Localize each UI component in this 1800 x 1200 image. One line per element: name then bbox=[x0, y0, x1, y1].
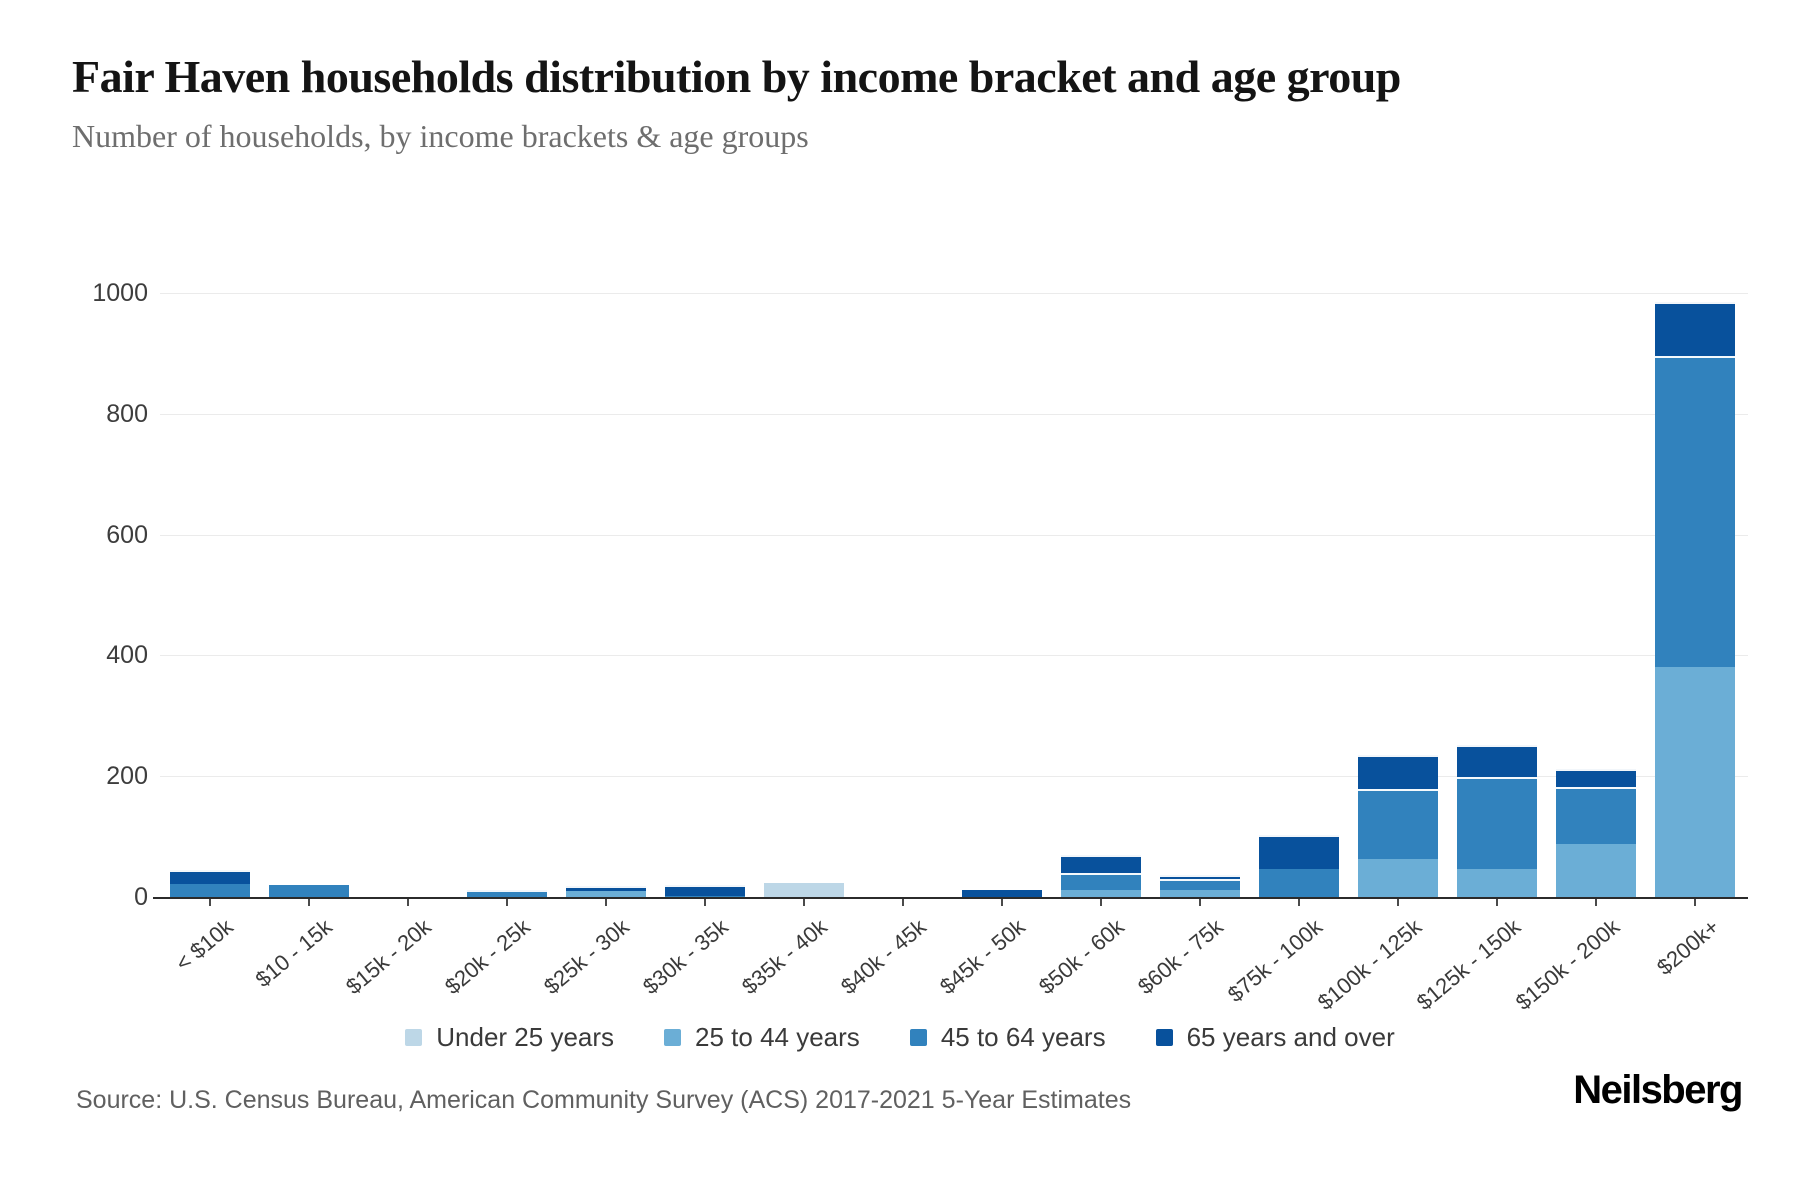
bar-segment-5-65-years-and-over bbox=[565, 886, 646, 891]
bar-segment-10-45-to-64-years bbox=[1061, 872, 1142, 891]
y-tick-label: 600 bbox=[106, 520, 148, 549]
y-tick-label: 800 bbox=[106, 399, 148, 428]
bar-segment-11-25-to-44-years bbox=[1160, 889, 1241, 897]
x-tick-mark bbox=[1100, 899, 1103, 906]
bar-segment-12-65-years-and-over bbox=[1259, 835, 1340, 869]
bar-segment-14-45-to-64-years bbox=[1457, 777, 1538, 870]
x-tick-mark bbox=[802, 899, 805, 906]
bar-segment-13-25-to-44-years bbox=[1358, 858, 1439, 897]
x-tick-label: $75k - 100k bbox=[1223, 914, 1328, 1008]
bar-segment-15-25-to-44-years bbox=[1556, 843, 1637, 897]
bar-segment-11-65-years-and-over bbox=[1160, 875, 1241, 880]
x-tick-label: $35k - 40k bbox=[737, 914, 832, 1000]
x-tick-label: $50k - 60k bbox=[1034, 914, 1130, 1000]
legend-label: 25 to 44 years bbox=[695, 1022, 860, 1052]
gridline-400 bbox=[160, 655, 1748, 657]
bar-segment-13-45-to-64-years bbox=[1358, 788, 1439, 859]
x-tick-label: $60k - 75k bbox=[1133, 914, 1229, 1000]
brand-logo: Neilsberg bbox=[1573, 1068, 1743, 1112]
y-tick-label: 0 bbox=[134, 883, 148, 911]
legend-item-45-to-64-years: 45 to 64 years bbox=[909, 1022, 1106, 1053]
x-tick-label: $25k - 30k bbox=[539, 914, 634, 1000]
x-tick-mark bbox=[1001, 899, 1004, 906]
x-tick-mark bbox=[1397, 899, 1400, 906]
x-tick-label: $15k - 20k bbox=[340, 914, 436, 1000]
gridline-600 bbox=[160, 534, 1748, 536]
bar-segment-10-25-to-44-years bbox=[1061, 890, 1142, 897]
legend-swatch bbox=[664, 1029, 682, 1046]
x-tick-mark bbox=[406, 899, 409, 906]
legend-item-25-to-44-years: 25 to 44 years bbox=[664, 1022, 860, 1053]
y-tick-label: 400 bbox=[106, 641, 148, 670]
x-tick-mark bbox=[604, 899, 607, 906]
x-tick-label: $40k - 45k bbox=[836, 914, 932, 1000]
legend-label: Under 25 years bbox=[436, 1022, 615, 1052]
y-tick-label: 200 bbox=[106, 762, 148, 791]
x-tick-label: $125k - 150k bbox=[1411, 914, 1526, 1015]
gridline-200 bbox=[160, 776, 1748, 778]
bar-segment-4-65-years-and-over bbox=[466, 890, 547, 892]
bar-segment-13-65-years-and-over bbox=[1358, 755, 1439, 789]
x-tick-mark bbox=[1199, 899, 1202, 906]
x-tick-mark bbox=[1694, 899, 1697, 906]
x-tick-mark bbox=[1298, 899, 1301, 906]
x-tick-label: $30k - 35k bbox=[638, 914, 733, 1000]
bar-segment-4-45-to-64-years bbox=[466, 891, 547, 897]
bar-segment-14-25-to-44-years bbox=[1457, 869, 1538, 897]
x-tick-label: $45k - 50k bbox=[935, 914, 1031, 1000]
legend-item-under-25-years: Under 25 years bbox=[405, 1022, 614, 1053]
bar-segment-5-25-to-44-years bbox=[565, 890, 646, 897]
bar-segment-12-45-to-64-years bbox=[1259, 868, 1340, 897]
gridline-1000 bbox=[160, 293, 1748, 294]
bar-segment-16-25-to-44-years bbox=[1655, 667, 1736, 897]
y-tick-label: 1000 bbox=[92, 279, 148, 307]
x-tick-mark bbox=[703, 899, 706, 906]
x-tick-label: $100k - 125k bbox=[1312, 914, 1427, 1015]
legend-label: 45 to 64 years bbox=[940, 1022, 1106, 1052]
bar-segment-15-45-to-64-years bbox=[1556, 787, 1637, 844]
legend-swatch bbox=[1155, 1029, 1173, 1046]
bar-segment-1-65-years-and-over bbox=[169, 869, 250, 885]
x-tick-label: $150k - 200k bbox=[1510, 914, 1625, 1015]
gridline-800 bbox=[160, 413, 1748, 415]
x-tick-mark bbox=[901, 899, 904, 906]
chart-subtitle: Number of households, by income brackets… bbox=[72, 118, 809, 154]
bar-segment-11-45-to-64-years bbox=[1160, 879, 1241, 890]
chart-legend: Under 25 years 25 to 44 years 45 to 64 yea… bbox=[0, 1022, 1800, 1053]
source-text: Source: U.S. Census Bureau, American Com… bbox=[76, 1086, 1132, 1114]
x-tick-label: < $10k bbox=[170, 914, 238, 977]
bar-segment-16-65-years-and-over bbox=[1655, 302, 1736, 357]
bar-segment-16-45-to-64-years bbox=[1655, 356, 1736, 668]
legend-item-65-years-and-over: 65 years and over bbox=[1155, 1022, 1395, 1053]
bar-segment-1-45-to-64-years bbox=[169, 884, 250, 897]
legend-label: 65 years and over bbox=[1186, 1022, 1395, 1052]
bar-segment-6-65-years-and-over bbox=[664, 884, 745, 896]
x-tick-mark bbox=[208, 899, 211, 906]
x-axis-line bbox=[153, 897, 1748, 899]
bar-segment-6-45-to-64-years bbox=[664, 895, 745, 897]
x-tick-mark bbox=[505, 899, 508, 906]
bar-segment-2-45-to-64-years bbox=[268, 884, 349, 897]
bar-segment-15-65-years-and-over bbox=[1556, 768, 1637, 788]
x-tick-mark bbox=[1595, 899, 1598, 906]
x-tick-label: $10 - 15k bbox=[250, 914, 337, 993]
legend-swatch bbox=[405, 1029, 423, 1046]
chart-title: Fair Haven households distribution by in… bbox=[72, 51, 1401, 102]
bar-segment-9-65-years-and-over bbox=[962, 890, 1043, 897]
bar-segment-14-65-years-and-over bbox=[1457, 744, 1538, 778]
x-tick-label: $20k - 25k bbox=[440, 914, 535, 1000]
bar-segment-7-under-25-years bbox=[763, 882, 844, 897]
x-tick-mark bbox=[1496, 899, 1499, 906]
legend-swatch bbox=[909, 1029, 927, 1046]
x-tick-mark bbox=[307, 899, 310, 906]
bar-segment-10-65-years-and-over bbox=[1061, 855, 1142, 873]
x-tick-label: $200k+ bbox=[1651, 914, 1724, 980]
